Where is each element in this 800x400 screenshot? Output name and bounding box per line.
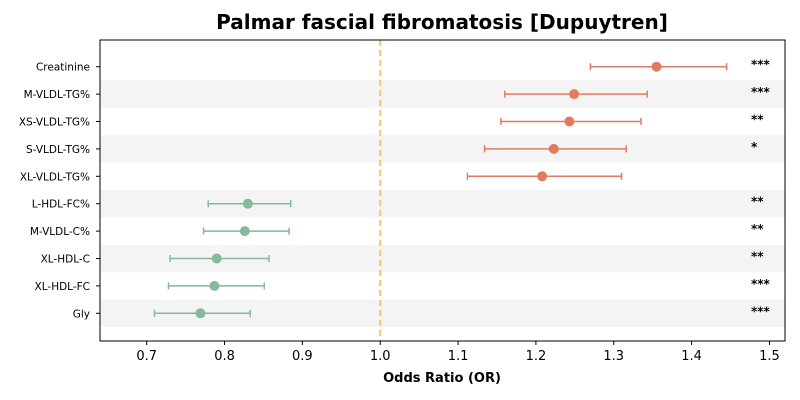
significance-label: ***	[751, 304, 771, 318]
significance-label: **	[751, 222, 764, 236]
chart-title: Palmar fascial fibromatosis [Dupuytren]	[216, 10, 668, 34]
data-points	[153, 61, 728, 319]
or-point	[239, 226, 250, 237]
x-tick-label: 1.1	[448, 349, 469, 364]
plot-frame	[99, 39, 786, 342]
significance-labels: *********************	[751, 58, 771, 319]
or-point	[548, 143, 559, 154]
x-axis-label: Odds Ratio (OR)	[383, 371, 501, 386]
or-point	[195, 308, 206, 319]
x-tick-label: 1.2	[526, 349, 547, 364]
x-tick-label: 1.0	[370, 349, 391, 364]
row-band	[100, 135, 785, 163]
category-label: M-VLDL-C%	[30, 226, 90, 238]
x-tick-label: 1.5	[759, 349, 780, 364]
significance-label: ***	[751, 277, 771, 291]
or-point	[211, 253, 222, 264]
x-tick-label: 0.7	[136, 349, 157, 364]
category-label: Gly	[73, 308, 90, 320]
category-label: M-VLDL-TG%	[24, 89, 90, 101]
row-band	[100, 80, 785, 108]
or-point	[564, 116, 575, 127]
or-point	[209, 280, 220, 291]
category-label: XL-VLDL-TG%	[20, 171, 90, 183]
x-tick-label: 0.8	[214, 349, 235, 364]
category-label: XL-HDL-FC	[35, 281, 90, 293]
category-label: XL-HDL-C	[41, 254, 90, 266]
significance-label: ***	[751, 58, 771, 72]
category-label: Creatinine	[36, 62, 90, 74]
y-axis: Creatinine M-VLDL-TG% XS-VLDL-TG% S-VLDL-TG…	[19, 62, 100, 320]
row-band	[100, 190, 785, 218]
plot-spines	[99, 39, 786, 342]
x-tick-label: 1.4	[681, 349, 702, 364]
significance-label: *	[751, 140, 758, 154]
or-point	[569, 89, 580, 100]
significance-label: **	[751, 195, 764, 209]
or-point	[242, 198, 253, 209]
significance-label: **	[751, 113, 764, 127]
category-label: L-HDL-FC%	[32, 199, 90, 211]
x-axis: 0.7 0.8 0.9 1.0 1.1 1.2 1.3 1.4 1.5	[136, 341, 780, 364]
significance-label: **	[751, 250, 764, 264]
x-tick-label: 0.9	[292, 349, 313, 364]
category-label: S-VLDL-TG%	[26, 144, 90, 156]
significance-label: ***	[751, 85, 771, 99]
or-point	[537, 171, 548, 182]
or-point	[651, 61, 662, 72]
row-bands	[100, 80, 785, 327]
x-tick-label: 1.3	[603, 349, 624, 364]
category-label: XS-VLDL-TG%	[19, 117, 90, 129]
